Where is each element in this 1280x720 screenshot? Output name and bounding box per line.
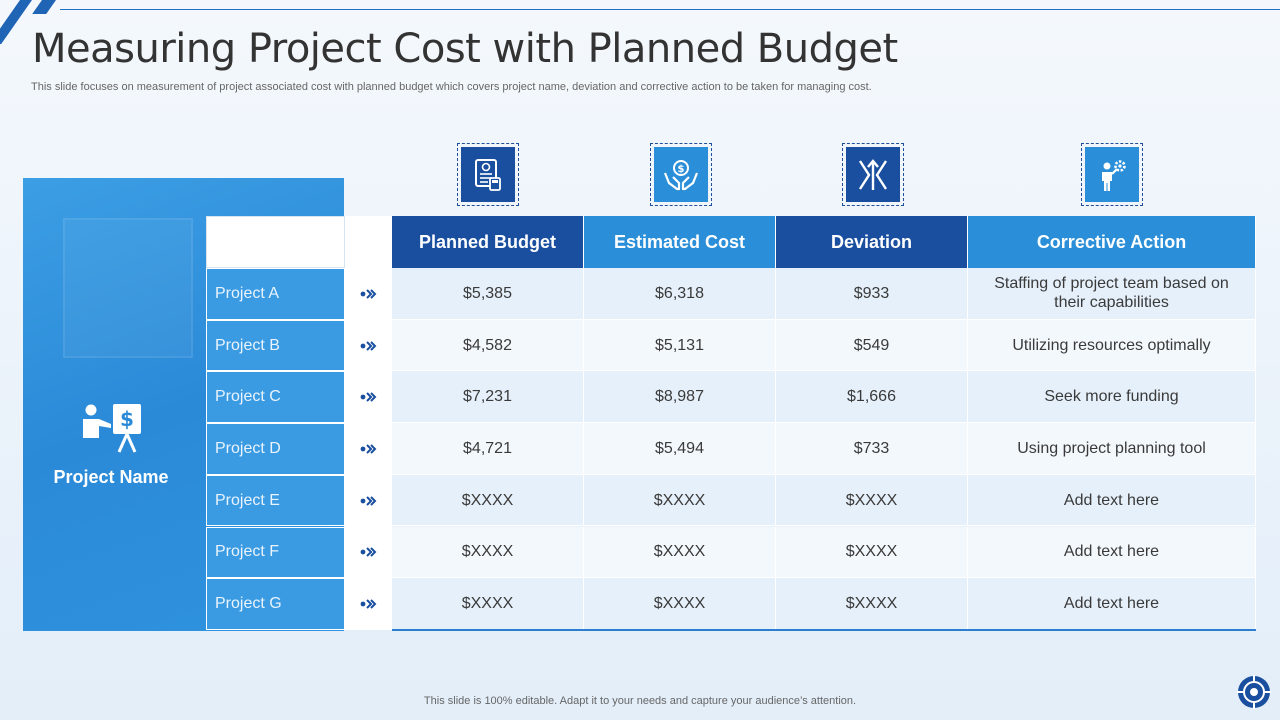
table-cell-planned: $XXXX bbox=[392, 526, 584, 579]
hands-dollar-coin-icon: $ bbox=[650, 143, 712, 206]
project-name-cell: Project G bbox=[206, 578, 345, 630]
double-chevron-icon bbox=[345, 423, 392, 475]
table-cell-planned: $XXXX bbox=[392, 474, 584, 527]
background-photo-overlay bbox=[63, 218, 193, 358]
project-name-cell: Project E bbox=[206, 474, 345, 527]
column-header-deviation: Deviation bbox=[776, 216, 968, 268]
table-cell-action: Add text here bbox=[968, 526, 1256, 579]
slide-footer: This slide is 100% editable. Adapt it to… bbox=[423, 695, 857, 707]
double-chevron-icon bbox=[345, 475, 392, 527]
table-cell-deviation: $933 bbox=[776, 268, 968, 320]
column-header-planned-budget: Planned Budget bbox=[392, 216, 584, 268]
table-cell-planned: $4,582 bbox=[392, 319, 584, 372]
table-cell-estimated: $5,494 bbox=[584, 423, 776, 475]
table-cell-deviation: $1,666 bbox=[776, 371, 968, 424]
double-chevron-icon bbox=[345, 527, 392, 579]
table-cell-action: Utilizing resources optimally bbox=[968, 319, 1256, 372]
table-cell-action: Seek more funding bbox=[968, 371, 1256, 424]
table-cell-action: Staffing of project team based on their … bbox=[968, 268, 1256, 320]
double-chevron-icon bbox=[345, 578, 392, 630]
table-cell-planned: $XXXX bbox=[392, 578, 584, 630]
project-column: Project A Project B Project C Project D Proj… bbox=[206, 216, 345, 630]
cost-table: Planned Budget Estimated Cost Deviation Cor… bbox=[392, 216, 1256, 630]
table-cell-planned: $4,721 bbox=[392, 423, 584, 475]
project-name-cell: Project A bbox=[206, 268, 345, 320]
table-cell-action: Using project planning tool bbox=[968, 423, 1256, 475]
table-cell-estimated: $5,131 bbox=[584, 319, 776, 372]
double-chevron-icon bbox=[345, 320, 392, 372]
slide-subtitle: This slide focuses on measurement of pro… bbox=[31, 81, 872, 93]
top-rule bbox=[60, 9, 1280, 10]
table-cell-estimated: $6,318 bbox=[584, 268, 776, 320]
table-cell-estimated: $XXXX bbox=[584, 474, 776, 527]
double-chevron-icon bbox=[345, 268, 392, 320]
svg-text:$: $ bbox=[120, 407, 134, 431]
table-cell-deviation: $XXXX bbox=[776, 526, 968, 579]
project-name-cell: Project B bbox=[206, 319, 345, 372]
diverging-arrows-icon bbox=[842, 143, 904, 206]
table-cell-deviation: $733 bbox=[776, 423, 968, 475]
arrow-column bbox=[345, 216, 392, 630]
svg-text:$: $ bbox=[678, 164, 685, 175]
table-cell-deviation: $549 bbox=[776, 319, 968, 372]
double-chevron-icon bbox=[345, 371, 392, 423]
table-cell-estimated: $XXXX bbox=[584, 578, 776, 630]
project-name-cell: Project F bbox=[206, 526, 345, 579]
table-bottom-rule bbox=[392, 629, 1256, 631]
column-header-corrective-action: Corrective Action bbox=[968, 216, 1256, 268]
project-column-header bbox=[206, 216, 345, 268]
table-cell-planned: $5,385 bbox=[392, 268, 584, 320]
corner-stripe bbox=[0, 0, 32, 44]
budget-document-icon bbox=[457, 143, 519, 206]
project-name-cell: Project C bbox=[206, 371, 345, 424]
presenter-dollar-board-icon: $ bbox=[83, 404, 141, 453]
project-name-label: Project Name bbox=[53, 467, 169, 487]
table-cell-estimated: $8,987 bbox=[584, 371, 776, 424]
slide-title: Measuring Project Cost with Planned Budg… bbox=[32, 26, 898, 72]
table-cell-deviation: $XXXX bbox=[776, 578, 968, 630]
table-cell-planned: $7,231 bbox=[392, 371, 584, 424]
table-cell-action: Add text here bbox=[968, 474, 1256, 527]
target-logo-icon bbox=[1237, 675, 1271, 709]
corner-stripe bbox=[32, 0, 56, 14]
person-gear-icon bbox=[1081, 143, 1143, 206]
project-name-cell: Project D bbox=[206, 423, 345, 475]
column-header-estimated-cost: Estimated Cost bbox=[584, 216, 776, 268]
table-cell-deviation: $XXXX bbox=[776, 474, 968, 527]
table-cell-action: Add text here bbox=[968, 578, 1256, 630]
table-cell-estimated: $XXXX bbox=[584, 526, 776, 579]
